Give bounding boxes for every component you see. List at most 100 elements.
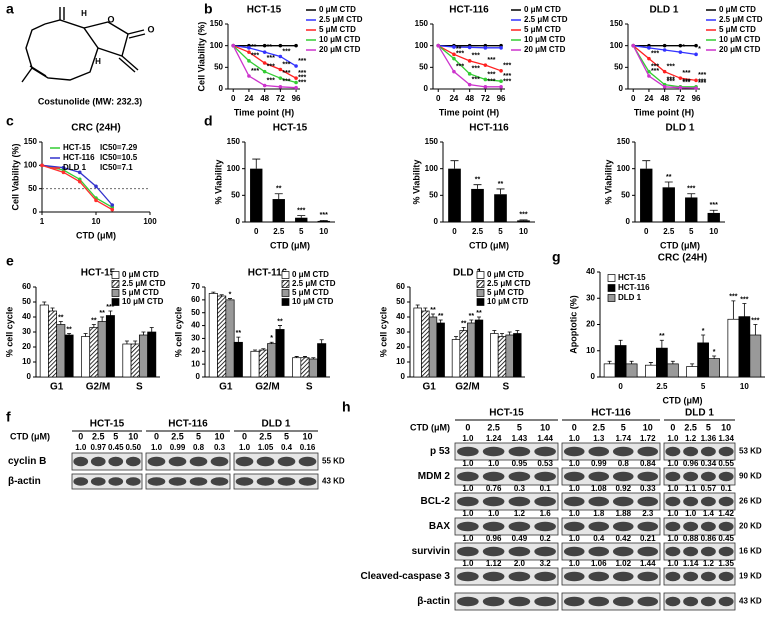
legend-marker [281, 280, 290, 288]
data-point [694, 43, 698, 48]
quantification: 0.42 [615, 534, 631, 543]
blot-band [612, 496, 634, 507]
data-point [294, 64, 298, 68]
molecular-weight: 43 KD [322, 477, 345, 486]
quantification: 1.0 [569, 459, 581, 468]
chart-title: HCT-15 [247, 5, 282, 16]
x-tick-label: 2.5 [273, 227, 285, 236]
blot-membrane [145, 473, 231, 490]
concentration: 10 [643, 422, 653, 432]
bar [250, 350, 260, 378]
panel-label: h [342, 399, 351, 415]
quantification: 3.2 [540, 559, 552, 568]
y-tick-label: 100 [415, 41, 429, 50]
bar [258, 349, 268, 378]
blot-band [563, 571, 585, 582]
significance: *** [503, 79, 511, 86]
legend-label: 0 μM CTD [524, 5, 561, 14]
y-tick-label: 10 [22, 357, 31, 366]
blot-membrane [233, 452, 319, 471]
y-tick-label: 150 [425, 137, 439, 146]
blot-band [168, 477, 187, 486]
y-tick-label: 50 [621, 190, 630, 199]
blot-band [563, 596, 585, 607]
y-tick-label: 50 [396, 297, 405, 306]
error-bar [709, 209, 718, 213]
data-point [278, 43, 283, 48]
bar [697, 342, 709, 378]
quantification: 0.96 [683, 459, 699, 468]
x-axis-label: CTD (μM) [660, 240, 700, 250]
significance: ** [276, 186, 282, 193]
blot-band [683, 546, 699, 557]
error-bar [278, 325, 282, 330]
data-point [61, 165, 66, 170]
blot-band [700, 471, 716, 482]
blot-band [457, 596, 479, 607]
error-bar [701, 334, 706, 343]
legend-label: 2.5 μM CTD [122, 279, 166, 288]
concentration: 10 [540, 422, 550, 432]
data-point [647, 56, 651, 61]
x-tick-label: S [502, 382, 509, 393]
concentration: 2.5 [684, 422, 697, 432]
blot-band [189, 477, 208, 486]
bar [421, 310, 430, 378]
error-bar [67, 333, 72, 335]
blot-band [235, 477, 254, 486]
x-tick-label: 100 [143, 217, 157, 226]
blot-membrane [71, 452, 143, 471]
quantification: 1.14 [683, 559, 699, 568]
panel-label: f [6, 409, 11, 425]
y-tick-label: 20 [22, 342, 31, 351]
quantification: 1.44 [537, 434, 553, 443]
x-axis-label: Time point (H) [234, 107, 294, 117]
y-tick-label: 0 [401, 372, 406, 381]
blot-band [482, 596, 505, 607]
blot-band [73, 477, 89, 486]
x-axis-label: CTD (μM) [469, 240, 509, 250]
cell-line-title: DLD 1 [685, 408, 714, 419]
x-tick-label: S [136, 382, 143, 393]
significance: ** [267, 44, 273, 51]
blot-band [588, 546, 610, 557]
significance: *** [651, 68, 659, 75]
blot-membrane [454, 442, 559, 461]
quantification: 1.0 [462, 434, 474, 443]
x-tick-label: G1 [50, 382, 64, 393]
blot-band [718, 446, 734, 457]
significance: ** [476, 310, 482, 317]
bar [89, 327, 99, 378]
blot-band [534, 571, 556, 582]
blot-band [125, 477, 141, 486]
significance: * [270, 335, 273, 342]
data-point [483, 85, 488, 89]
data-point [483, 46, 488, 50]
protein-label: β-actin [8, 476, 41, 487]
error-bar [492, 330, 497, 334]
error-bar [303, 356, 307, 358]
bar [267, 343, 277, 378]
chart-title: DLD 1 [453, 268, 482, 279]
atom-label: H [95, 57, 101, 66]
blot-membrane [454, 492, 559, 511]
significance: *** [106, 304, 114, 311]
quantification: 0.86 [701, 534, 717, 543]
bar [81, 336, 91, 378]
significance: ** [236, 330, 242, 337]
quantification: 1.0 [75, 443, 87, 452]
data-point [262, 50, 267, 54]
error-bar [211, 291, 216, 294]
quantification: 1.12 [486, 559, 502, 568]
blot-membrane [561, 492, 661, 511]
blot-band [700, 596, 716, 607]
data-point [452, 69, 456, 74]
blot-band [718, 571, 734, 582]
quantification: 0.33 [640, 484, 656, 493]
error-bar [42, 301, 47, 305]
blot-band [612, 571, 634, 582]
bar [208, 293, 218, 378]
error-bar [269, 341, 274, 344]
blot-band [665, 596, 681, 607]
blot-membrane [561, 517, 661, 536]
